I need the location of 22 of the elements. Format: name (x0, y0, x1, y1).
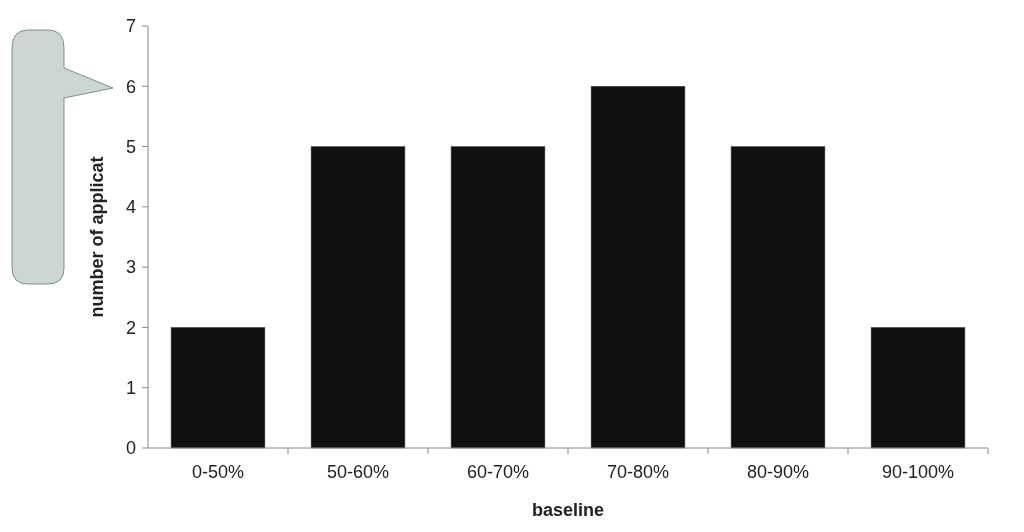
bar (450, 146, 546, 449)
bar (310, 146, 406, 449)
bar (590, 86, 686, 449)
bar (870, 327, 966, 449)
y-tick-label: 6 (125, 76, 136, 97)
x-tick-label: 80-90% (746, 462, 810, 482)
x-tick-label: 70-80% (606, 462, 670, 482)
x-axis-title: baseline (531, 500, 605, 520)
bar (170, 327, 266, 449)
x-tick-label: 60-70% (466, 462, 530, 482)
y-tick-label: 3 (125, 257, 136, 278)
y-tick-label: 5 (125, 136, 136, 157)
x-tick-label: 90-100% (881, 462, 955, 482)
x-tick-label: 0-50% (191, 462, 245, 482)
y-tick-label: 1 (125, 378, 136, 399)
y-tick-label: 2 (125, 317, 136, 338)
x-tick-label: 50-60% (326, 462, 390, 482)
y-tick-label: 4 (125, 197, 136, 218)
y-tick-label: 7 (125, 16, 136, 37)
y-axis-title: number of applicat (87, 156, 107, 318)
y-tick-label: 0 (125, 438, 136, 459)
bar (730, 146, 826, 449)
